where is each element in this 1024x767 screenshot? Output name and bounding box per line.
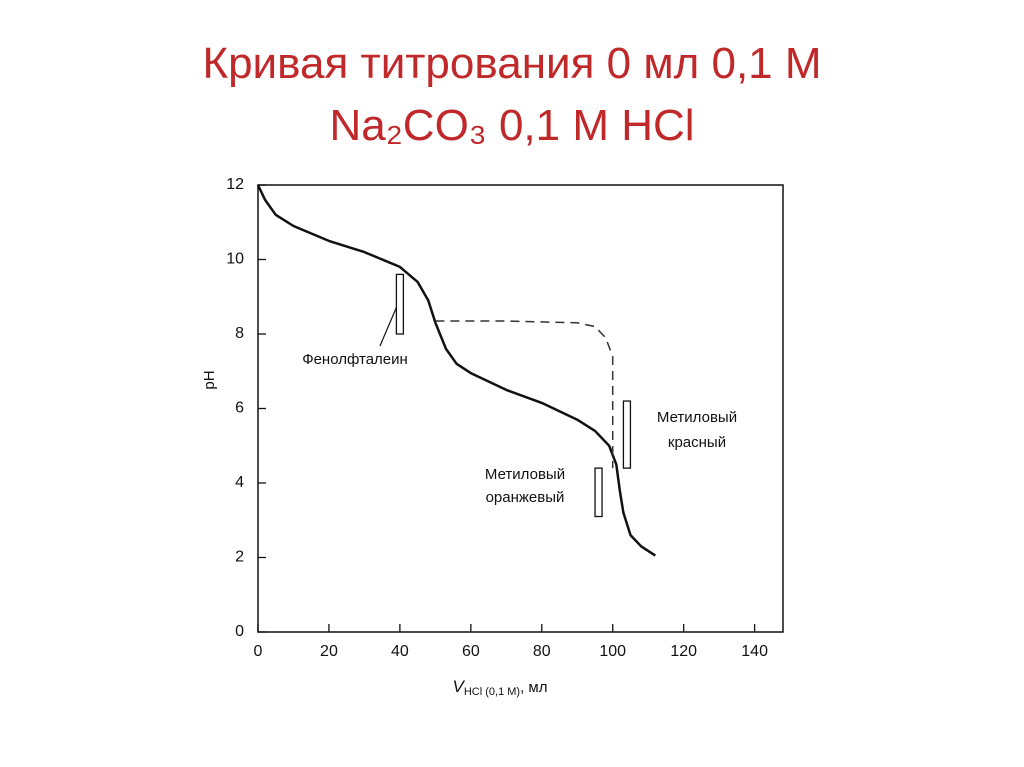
y-axis-label: pH	[201, 370, 218, 389]
x-tick-label: 120	[670, 643, 697, 660]
x-tick-label: 20	[320, 643, 338, 660]
curve	[435, 320, 614, 469]
y-tick-label: 4	[235, 474, 244, 491]
y-tick-label: 2	[235, 549, 244, 566]
leader-line	[379, 305, 398, 347]
indicator-label: красный	[668, 434, 726, 451]
y-tick-label: 8	[235, 325, 244, 342]
indicator-range	[622, 400, 632, 469]
x-tick-label: 80	[533, 643, 551, 660]
x-label-sub: HCl (0,1 М)	[464, 686, 520, 698]
x-axis-label: VHCl (0,1 М), мл	[453, 677, 548, 697]
title-line: Na₂CO₃ 0,1 М HCl	[329, 101, 694, 150]
indicator-range	[594, 467, 603, 518]
y-tick-label: 12	[226, 176, 244, 193]
indicator-label: оранжевый	[486, 489, 565, 506]
x-label-unit: , мл	[520, 679, 547, 696]
y-tick-label: 0	[235, 623, 244, 640]
x-tick-label: 100	[599, 643, 626, 660]
indicator-label: Метиловый	[485, 466, 565, 483]
x-label-main: V	[453, 677, 466, 696]
x-tick-label: 140	[741, 643, 768, 660]
y-tick-label: 6	[235, 400, 244, 417]
indicator-range	[395, 273, 405, 335]
y-tick-label: 10	[226, 251, 244, 268]
x-tick-label: 60	[462, 643, 480, 660]
x-tick-label: 40	[391, 643, 409, 660]
indicator-label: Метиловый	[657, 409, 737, 426]
title-line: Кривая титрования 0 мл 0,1 М	[202, 39, 821, 88]
x-tick-label: 0	[254, 643, 263, 660]
curve	[256, 184, 656, 557]
indicator-label: Фенолфталеин	[302, 351, 408, 368]
